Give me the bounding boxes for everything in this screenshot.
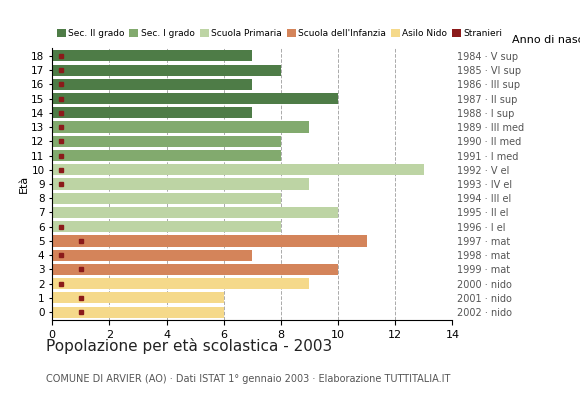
Text: COMUNE DI ARVIER (AO) · Dati ISTAT 1° gennaio 2003 · Elaborazione TUTTITALIA.IT: COMUNE DI ARVIER (AO) · Dati ISTAT 1° ge… bbox=[46, 374, 451, 384]
Bar bbox=[52, 236, 367, 246]
Bar bbox=[52, 93, 338, 104]
Bar bbox=[52, 207, 338, 218]
Bar bbox=[52, 50, 252, 61]
Bar bbox=[52, 250, 252, 261]
Bar bbox=[52, 221, 281, 232]
Bar bbox=[52, 178, 310, 190]
Bar bbox=[52, 164, 424, 175]
Bar bbox=[52, 79, 252, 90]
Bar bbox=[52, 136, 281, 147]
Text: Popolazione per età scolastica - 2003: Popolazione per età scolastica - 2003 bbox=[46, 338, 333, 354]
Bar bbox=[52, 122, 310, 132]
Bar bbox=[52, 278, 310, 289]
Legend: Sec. II grado, Sec. I grado, Scuola Primaria, Scuola dell'Infanzia, Asilo Nido, : Sec. II grado, Sec. I grado, Scuola Prim… bbox=[57, 29, 503, 38]
Bar bbox=[52, 193, 281, 204]
Bar bbox=[52, 64, 281, 76]
Bar bbox=[52, 307, 224, 318]
Bar bbox=[52, 292, 224, 304]
Y-axis label: Età: Età bbox=[19, 175, 28, 193]
Bar bbox=[52, 150, 281, 161]
Text: Anno di nascita: Anno di nascita bbox=[512, 35, 580, 45]
Bar bbox=[52, 107, 252, 118]
Bar bbox=[52, 264, 338, 275]
